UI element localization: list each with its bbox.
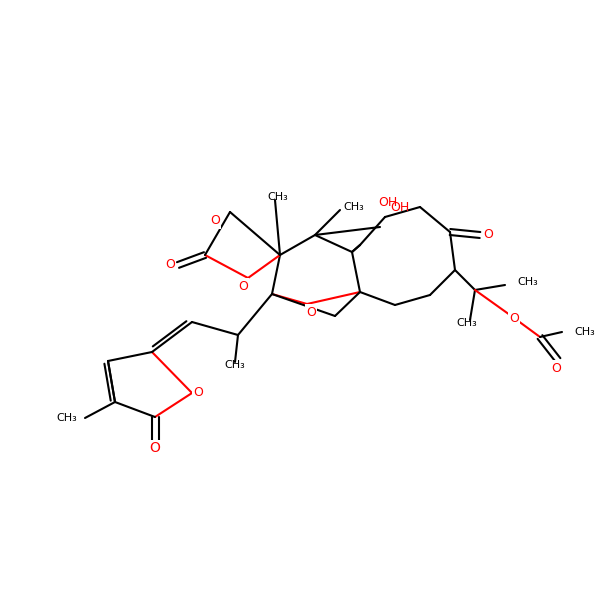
Text: O: O — [306, 305, 316, 319]
Text: O: O — [483, 229, 493, 241]
Text: O: O — [193, 386, 203, 400]
Text: CH₃: CH₃ — [343, 202, 364, 212]
Text: O: O — [149, 441, 160, 455]
Text: CH₃: CH₃ — [517, 277, 538, 287]
Text: CH₃: CH₃ — [268, 192, 289, 202]
Text: OH: OH — [390, 201, 409, 214]
Text: O: O — [551, 361, 561, 374]
Text: OH: OH — [379, 196, 398, 208]
Text: CH₃: CH₃ — [574, 327, 595, 337]
Text: CH₃: CH₃ — [56, 413, 77, 423]
Text: O: O — [210, 214, 220, 227]
Text: O: O — [509, 313, 519, 325]
Text: CH₃: CH₃ — [224, 360, 245, 370]
Text: CH₃: CH₃ — [457, 318, 478, 328]
Text: O: O — [238, 280, 248, 292]
Text: O: O — [165, 259, 175, 271]
